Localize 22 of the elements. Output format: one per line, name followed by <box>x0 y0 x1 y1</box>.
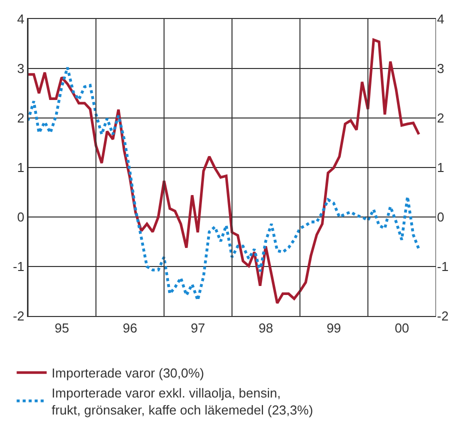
y2-tick-label: 4 <box>437 12 444 27</box>
y2-tick-label: 0 <box>437 210 444 225</box>
y-tick-label: 1 <box>17 160 24 176</box>
y2-tick-label: -1 <box>437 259 449 274</box>
x-tick-label: 00 <box>394 320 410 336</box>
y2-tick-label: 3 <box>437 61 444 76</box>
legend-label: Importerade varor (30,0%) <box>52 366 204 381</box>
x-tick-label: 99 <box>326 320 342 336</box>
x-tick-label: 97 <box>190 320 206 336</box>
y-tick-label: 2 <box>17 110 24 126</box>
y-tick-label: 4 <box>17 12 24 27</box>
legend-label: Importerade varor exkl. villaolja, bensin, frukt, grönsaker, kaffe och läkemedel (23,3%) <box>52 386 314 418</box>
y2-tick-label: 2 <box>437 110 444 126</box>
y2-tick-label: -2 <box>437 308 449 324</box>
y-tick-label: -2 <box>12 308 24 324</box>
x-tick-label: 96 <box>122 320 138 336</box>
y-tick-label: -1 <box>12 259 24 274</box>
x-tick-label: 95 <box>54 320 70 336</box>
y2-tick-label: 1 <box>437 160 444 176</box>
x-tick-label: 98 <box>258 320 274 336</box>
y-tick-label: 0 <box>17 210 24 225</box>
y-tick-label: 3 <box>17 61 24 76</box>
